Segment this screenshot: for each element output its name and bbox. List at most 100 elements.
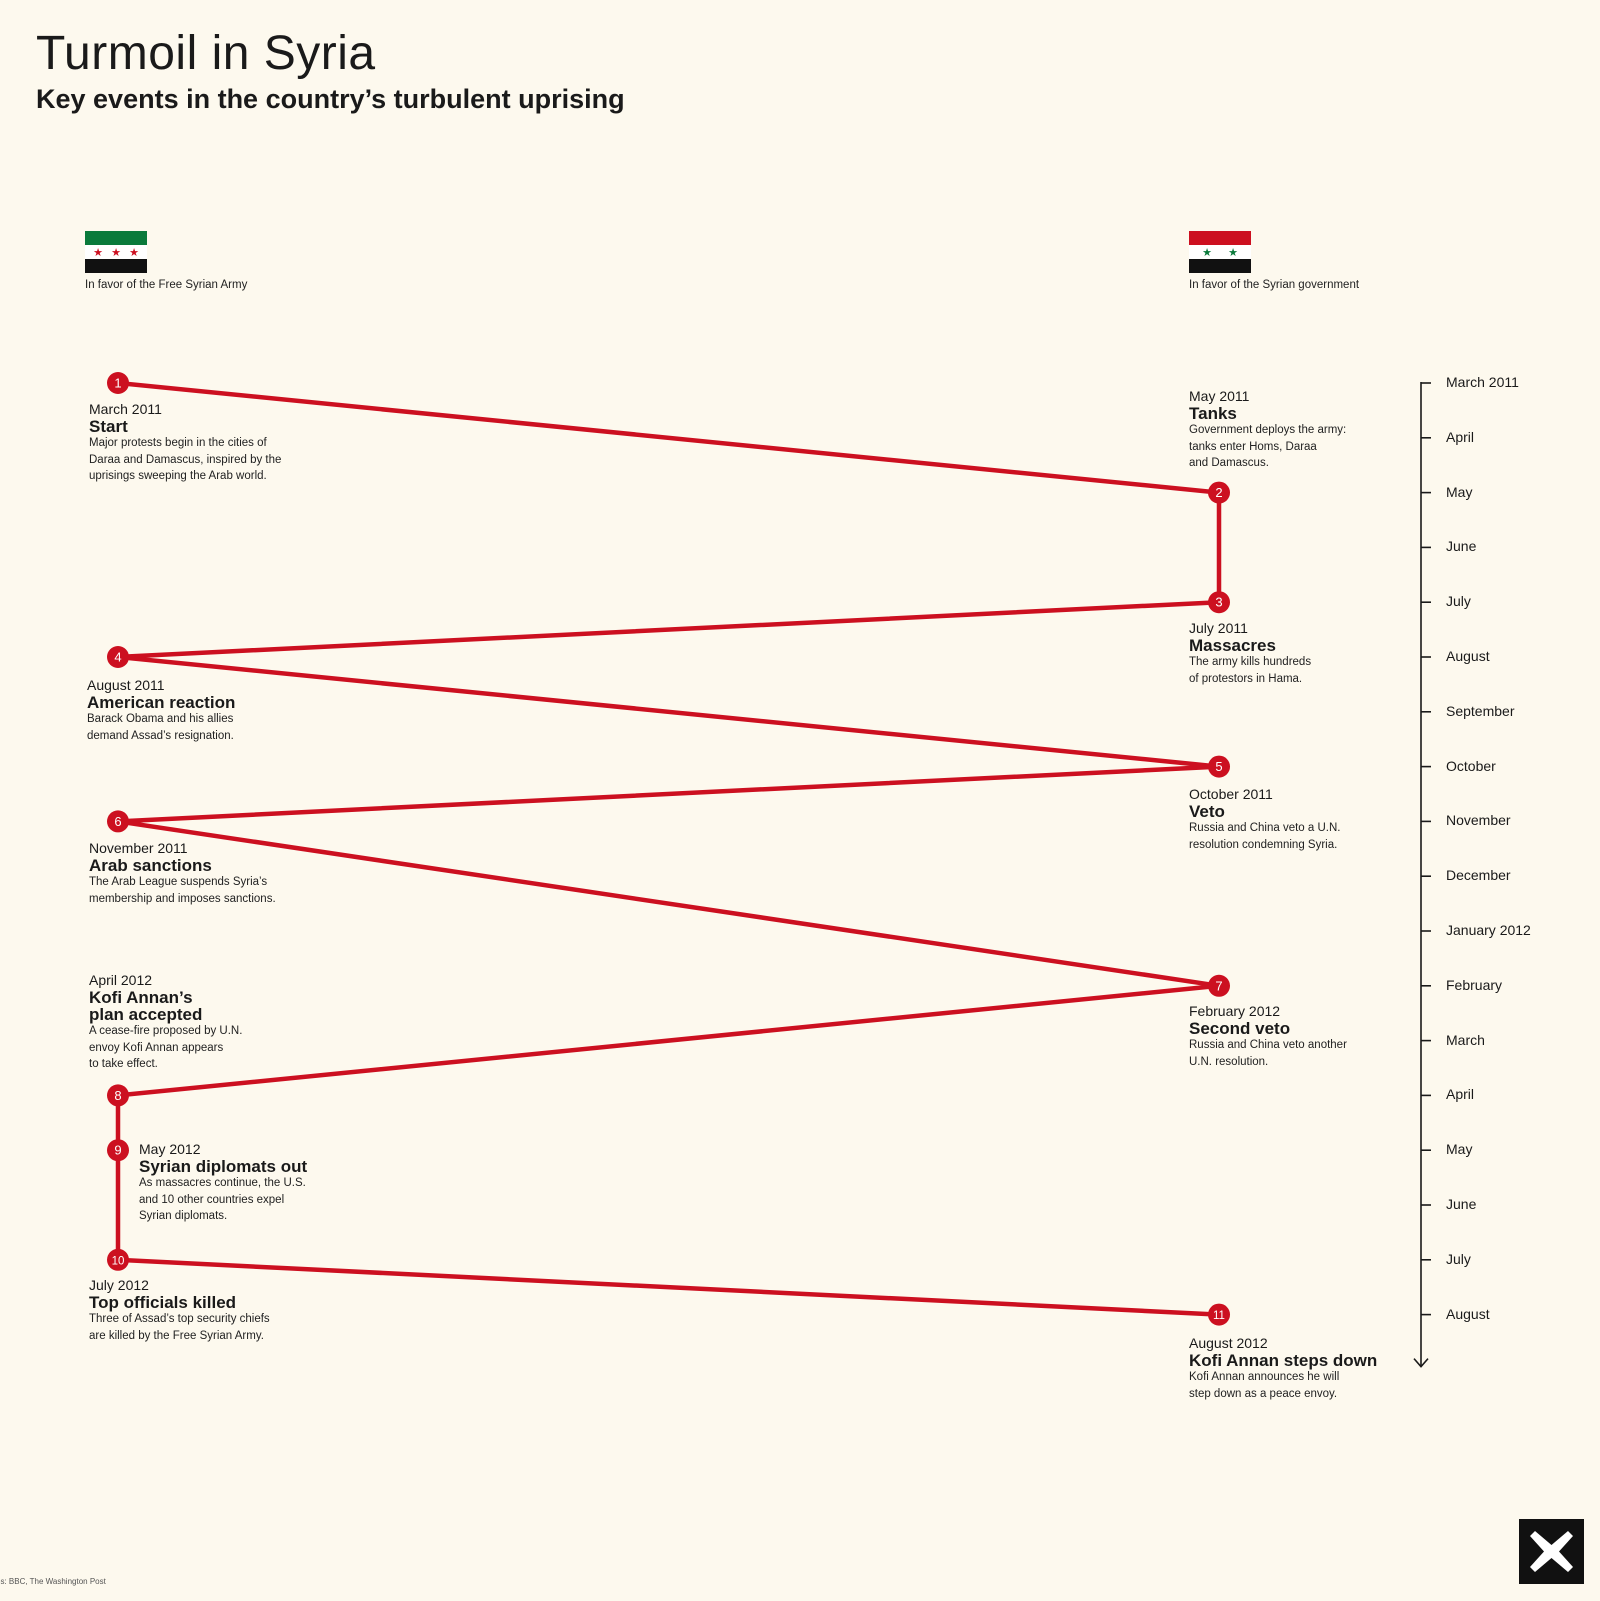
event-node-circle	[107, 1248, 129, 1271]
timeline-month-label: February	[1446, 976, 1503, 993]
event-node-4: 4	[107, 646, 129, 668]
event-title: Kofi Annan’s plan accepted	[89, 988, 203, 1024]
timeline-month-label: August	[1446, 1305, 1490, 1322]
event-title: Second veto	[1189, 1019, 1291, 1038]
event-card-1: March 2011 Start Major protests begin in t…	[89, 401, 319, 485]
event-title: Arab sanctions	[89, 856, 212, 875]
event-title: Top officials killed	[89, 1293, 237, 1312]
event-description: Russia and China veto a U.N. resolution …	[1189, 822, 1341, 851]
timeline-month-label: June	[1446, 1196, 1477, 1212]
timeline-month-label: August	[1446, 648, 1490, 664]
event-node-number: 11	[1213, 1310, 1225, 1322]
event-card-9: May 2012 Syrian diplomats out As massacres…	[139, 1141, 369, 1225]
event-node-circle	[107, 1139, 129, 1162]
event-card-10: July 2012 Top officials killed Three of As…	[89, 1277, 319, 1344]
timeline-month-label: July	[1446, 593, 1471, 610]
event-node-7: 7	[1208, 974, 1230, 997]
event-description: The army kills hundreds of protestors in…	[1189, 656, 1312, 685]
event-date: August 2011	[87, 677, 165, 693]
event-date: November 2011	[89, 840, 188, 856]
connector-10-11	[115, 1257, 1222, 1317]
event-node-circle	[107, 646, 129, 668]
timeline-arrow-icon	[1413, 1358, 1429, 1368]
event-description: Kofi Annan announces he will step down a…	[1189, 1371, 1340, 1400]
connector-6-7	[115, 819, 1222, 989]
event-node-number: 10	[112, 1255, 125, 1267]
event-description: The Arab League suspends Syria’s members…	[89, 876, 276, 905]
event-node-3: 3	[1208, 591, 1230, 614]
timeline-month-label: January 2012	[1446, 922, 1531, 938]
timeline-month-label: March	[1446, 1031, 1485, 1048]
event-date: October 2011	[1189, 786, 1273, 802]
timeline-month-label: October	[1446, 757, 1496, 774]
event-node-circle	[107, 1084, 129, 1107]
event-node-number: 7	[1215, 978, 1222, 993]
free-syrian-army-caption: In favor of the Free Syrian Army	[85, 279, 248, 291]
event-title: Kofi Annan steps down	[1189, 1351, 1378, 1370]
event-card-7: February 2012 Second veto Russia and China…	[1189, 1003, 1419, 1070]
timeline-month-label: April	[1446, 1086, 1475, 1103]
event-date: May 2011	[1189, 388, 1250, 404]
page-subtitle: Key events in the country’s turbulent up…	[36, 84, 625, 114]
timeline-month-label: March 2011	[1446, 374, 1519, 390]
event-node-6: 6	[107, 810, 129, 833]
connector-4-5	[115, 654, 1222, 769]
event-node-circle	[1208, 1303, 1230, 1326]
timeline-month-label: June	[1446, 538, 1477, 555]
event-card-3: July 2011 Massacres The army kills hundred…	[1189, 620, 1419, 687]
event-node-9: 9	[107, 1139, 129, 1162]
timeline-month-label: December	[1446, 867, 1511, 884]
event-node-1: 1	[107, 372, 129, 394]
svg-text:★: ★	[93, 246, 103, 259]
connector-5-6	[115, 764, 1222, 824]
event-description: Government deploys the army: tanks enter…	[1189, 424, 1347, 469]
event-date: July 2011	[1189, 620, 1248, 636]
event-node-circle	[1208, 591, 1230, 614]
event-card-11: August 2012 Kofi Annan steps down Kofi Ann…	[1189, 1335, 1419, 1402]
event-node-number: 3	[1215, 595, 1222, 610]
event-node-circle	[107, 810, 129, 833]
connector-7-8	[115, 983, 1222, 1098]
event-card-8: April 2012 Kofi Annan’s plan accepted A ce…	[89, 972, 319, 1073]
event-description: Three of Assad’s top security chiefs are…	[89, 1313, 270, 1342]
free-syrian-army-flag: ★ ★ ★	[85, 231, 147, 273]
event-card-2: May 2011 Tanks Government deploys the army…	[1189, 388, 1419, 472]
event-node-number: 4	[114, 650, 121, 665]
syrian-government-flag: ★ ★	[1189, 231, 1251, 273]
event-description: As massacres continue, the U.S. and 10 o…	[139, 1177, 306, 1222]
event-description: A cease-fire proposed by U.N. envoy Kofi…	[89, 1025, 243, 1070]
syrian-government-caption: In favor of the Syrian government	[1189, 279, 1360, 291]
event-card-5: October 2011 Veto Russia and China veto a …	[1189, 786, 1419, 853]
event-date: May 2012	[139, 1141, 201, 1157]
event-node-circle	[1208, 481, 1230, 504]
event-node-circle	[1208, 974, 1230, 997]
event-node-8: 8	[107, 1084, 129, 1107]
event-date: July 2012	[89, 1277, 149, 1293]
event-description: Major protests begin in the cities of Da…	[89, 437, 282, 482]
source-note: ces: BBC, The Washington Post	[0, 1577, 106, 1586]
event-node-10: 10	[107, 1248, 129, 1271]
event-title: Start	[89, 417, 128, 436]
event-title: Veto	[1189, 802, 1225, 821]
event-title: Tanks	[1189, 404, 1237, 423]
timeline-month-label: April	[1446, 428, 1475, 445]
event-node-number: 6	[114, 814, 121, 829]
timeline-month-label: May	[1446, 1141, 1473, 1158]
event-node-number: 5	[1215, 759, 1222, 774]
timeline-month-label: November	[1446, 812, 1511, 829]
event-node-11: 11	[1208, 1303, 1230, 1326]
timeline-month-label: May	[1446, 483, 1473, 500]
svg-text:★: ★	[129, 246, 139, 259]
event-node-circle	[107, 372, 129, 394]
page-title: Turmoil in Syria	[36, 27, 376, 80]
connector-3-4	[115, 599, 1222, 660]
svg-text:★: ★	[111, 246, 121, 259]
event-date: March 2011	[89, 401, 162, 417]
event-node-circle	[1208, 755, 1230, 778]
timeline-month-label: September	[1446, 702, 1515, 719]
svg-text:★: ★	[1228, 246, 1238, 259]
publisher-logo	[1519, 1519, 1584, 1584]
event-description: Russia and China veto another U.N. resol…	[1189, 1039, 1347, 1068]
timeline-month-label: July	[1446, 1250, 1471, 1267]
